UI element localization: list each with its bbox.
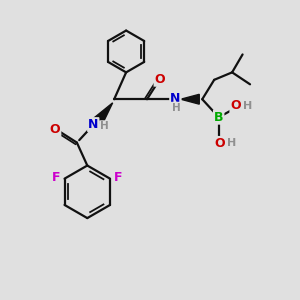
Text: H: H [243, 101, 252, 111]
Text: F: F [114, 171, 123, 184]
Text: H: H [172, 103, 180, 112]
Text: N: N [88, 118, 98, 131]
Text: N: N [170, 92, 181, 105]
Text: H: H [226, 138, 236, 148]
Text: O: O [230, 99, 241, 112]
Text: F: F [52, 171, 60, 184]
Text: B: B [214, 111, 224, 124]
Text: O: O [50, 123, 60, 136]
Polygon shape [94, 103, 113, 125]
Text: O: O [214, 137, 225, 150]
Text: H: H [100, 121, 109, 131]
Text: O: O [154, 73, 165, 86]
Polygon shape [181, 94, 199, 104]
